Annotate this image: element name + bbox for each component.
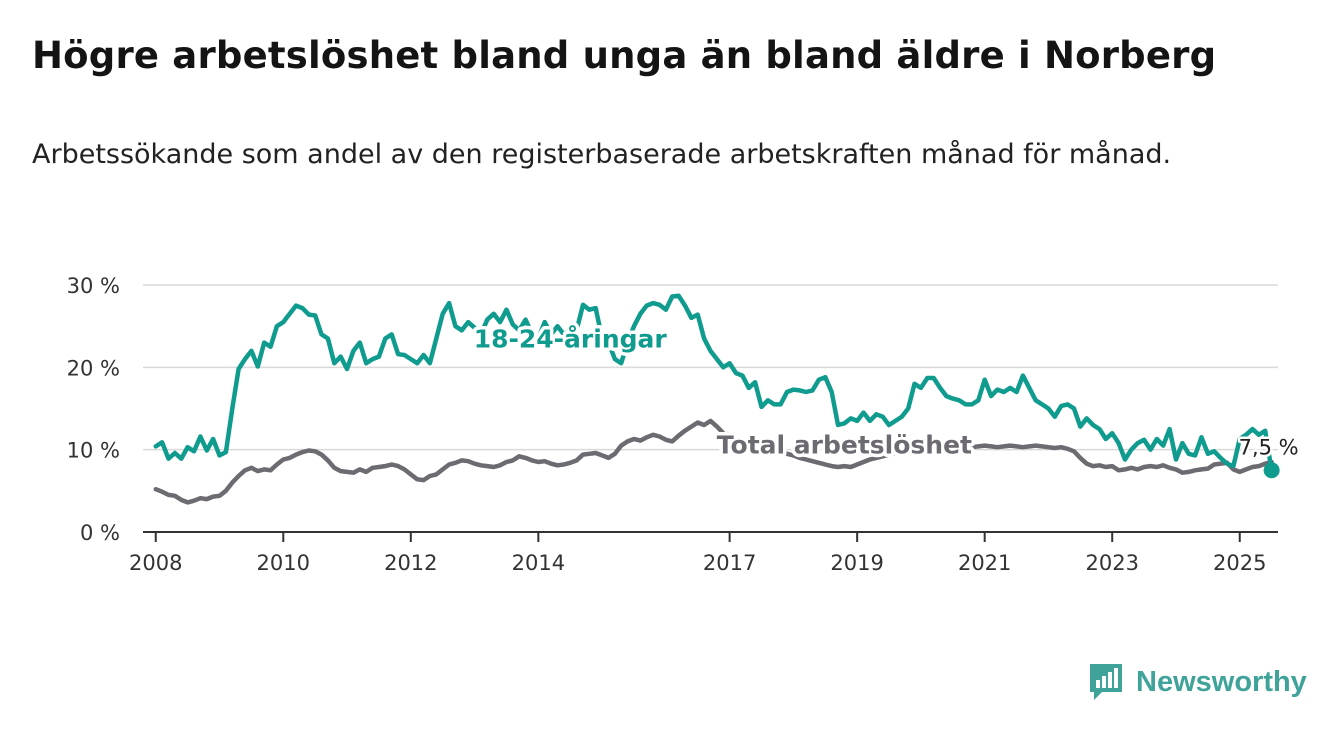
series-line-youth	[153, 293, 1274, 473]
y-tick-label: 10 %	[67, 439, 120, 463]
page-title: Högre arbetslöshet bland unga än bland ä…	[32, 34, 1217, 77]
series-layer	[153, 293, 1274, 505]
page-subtitle: Arbetssökande som andel av den registerb…	[32, 139, 1172, 170]
series-line-total	[153, 418, 1274, 505]
x-tick-label: 2012	[384, 551, 437, 575]
newsworthy-brand: Newsworthy	[1088, 660, 1307, 704]
x-tick-label: 2019	[830, 551, 883, 575]
x-tick-label: 2017	[703, 551, 756, 575]
newsworthy-logo-icon	[1090, 664, 1122, 700]
series-label-total: Total arbetslöshet	[717, 431, 972, 460]
x-tick-label: 2008	[129, 551, 182, 575]
label-layer: 18-24-åringar Total arbetslöshet 7,5 %	[470, 321, 1301, 479]
x-tick-label: 2014	[512, 551, 565, 575]
grid-layer	[143, 284, 1278, 451]
x-tick-label: 2021	[958, 551, 1011, 575]
axis-layer: 0 % 10 % 20 % 30 % 2008 2010 2012 2014 2017 2019 2…	[67, 274, 1278, 575]
end-value-label: 7,5 %	[1239, 435, 1299, 459]
x-tick-label: 2010	[257, 551, 310, 575]
y-tick-label: 20 %	[67, 356, 120, 380]
end-point-marker	[1263, 462, 1280, 479]
x-tick-label: 2025	[1213, 551, 1266, 575]
y-tick-label: 0 %	[80, 521, 120, 545]
y-tick-label: 30 %	[67, 274, 120, 298]
series-label-youth: 18-24-åringar	[474, 325, 668, 354]
x-tick-label: 2023	[1085, 551, 1138, 575]
brand-name: Newsworthy	[1136, 665, 1307, 698]
